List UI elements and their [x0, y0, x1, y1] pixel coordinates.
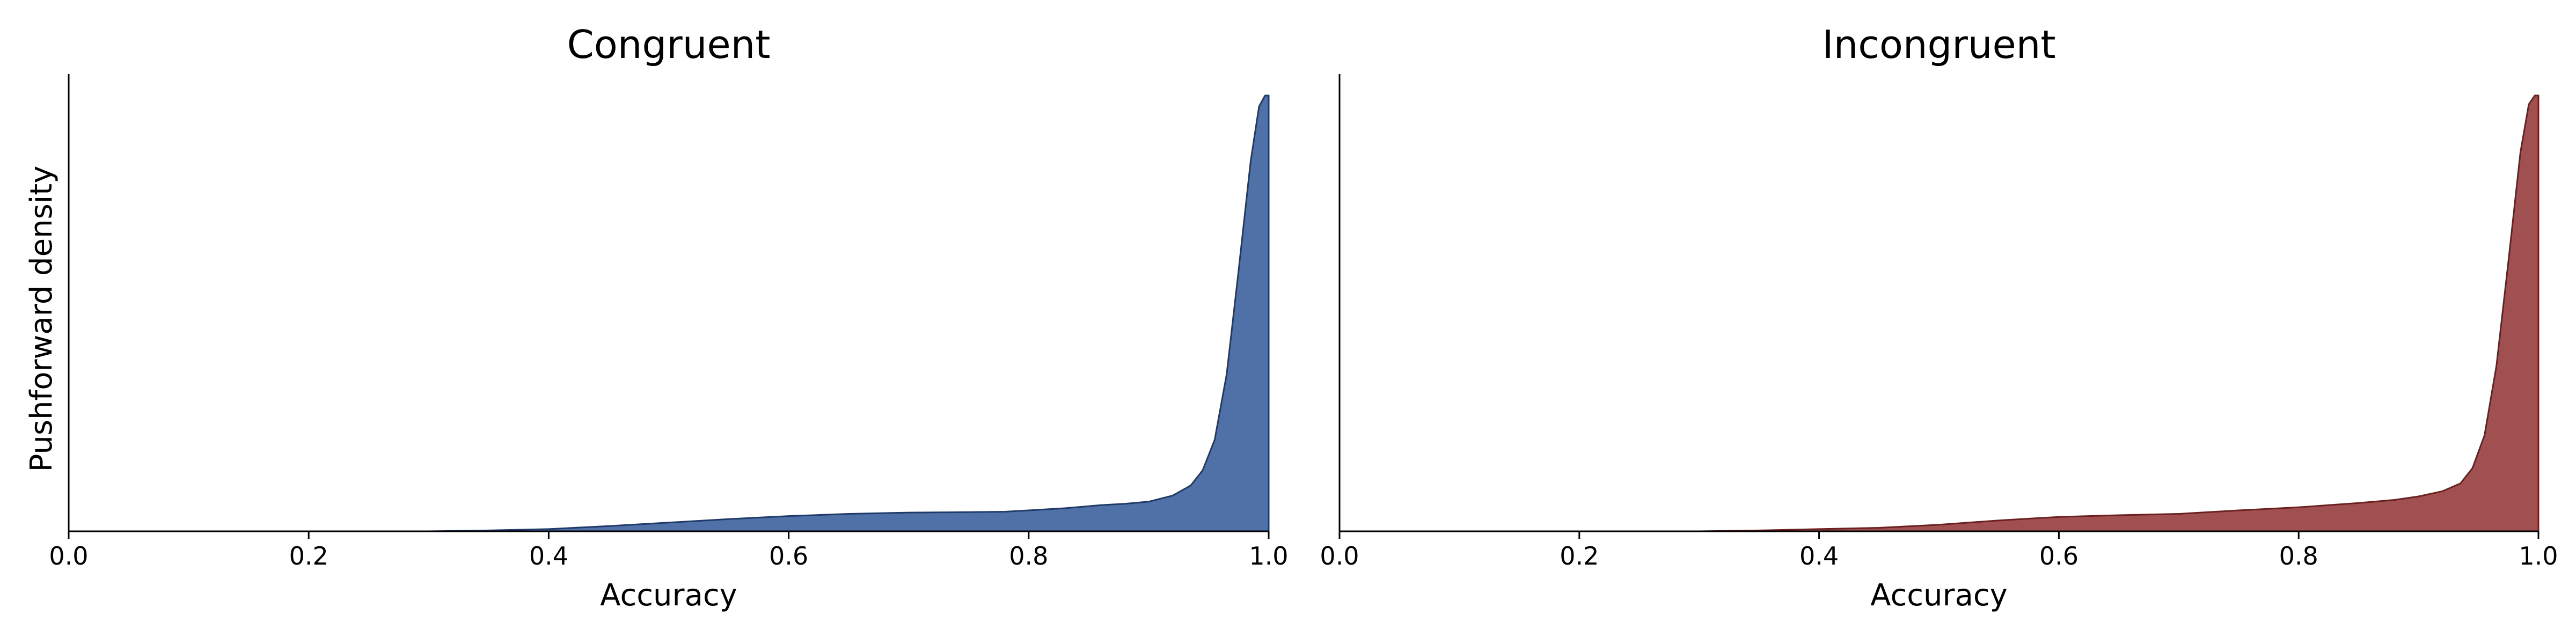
x-tick-label: 0.2 [289, 541, 328, 570]
x-tick-label: 0.4 [529, 541, 568, 570]
x-tick-label: 0.8 [2279, 541, 2318, 570]
x-tick-label: 0.6 [769, 541, 808, 570]
x-tick-label: 0.8 [1009, 541, 1048, 570]
x-tick-label: 0.0 [49, 541, 88, 570]
x-tick-label: 0.6 [2039, 541, 2079, 570]
x-tick-label: 1.0 [2519, 541, 2558, 570]
density-area-congruent [428, 94, 1270, 532]
x-axis-label: Accuracy [1870, 578, 2008, 613]
x-axis-label: Accuracy [600, 578, 737, 613]
panel-congruent: 0.0 0.2 0.4 0.6 0.8 1.0 Congruent Accuracy Pushf… [24, 22, 1289, 613]
x-tick-label: 1.0 [1249, 541, 1288, 570]
chart-title: Congruent [567, 22, 770, 67]
x-tick-label: 0.4 [1799, 541, 1839, 570]
x-tick-label: 0.0 [1320, 541, 1359, 570]
x-tick-label: 0.2 [1560, 541, 1599, 570]
panel-incongruent: 0.0 0.2 0.4 0.6 0.8 1.0 Incongruent Accuracy [1320, 22, 2558, 613]
y-axis-label: Pushforward density [24, 166, 59, 472]
chart-title: Incongruent [1822, 22, 2055, 67]
density-area-incongruent [1698, 94, 2540, 532]
